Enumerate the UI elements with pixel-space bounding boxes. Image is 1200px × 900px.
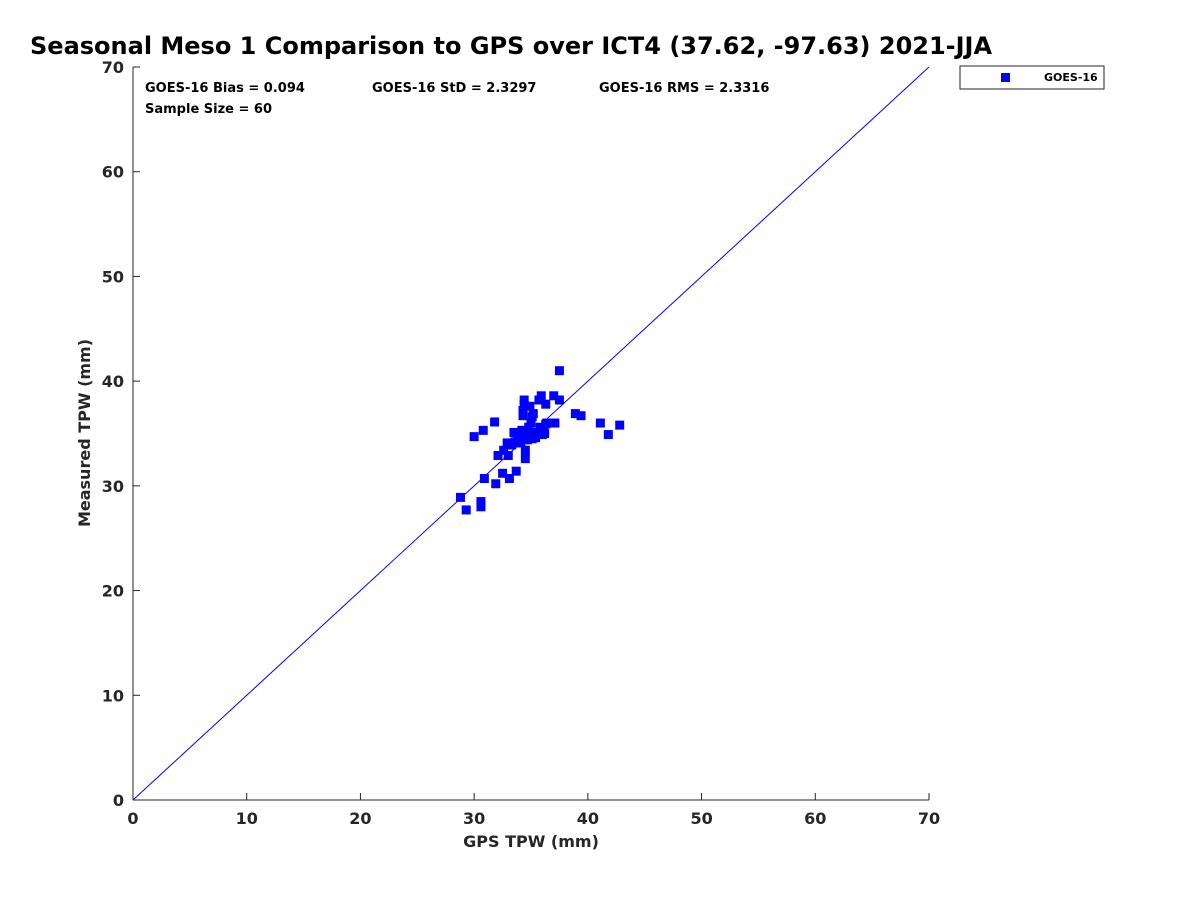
data-point <box>518 405 528 415</box>
sample-size-stat: Sample Size = 60 <box>145 102 272 117</box>
data-point <box>499 445 509 455</box>
data-point <box>576 411 586 421</box>
data-point <box>519 400 529 410</box>
data-point <box>549 391 559 401</box>
legend: GOES-16 <box>959 65 1105 90</box>
data-point <box>455 492 465 502</box>
x-tick-label: 40 <box>577 809 599 828</box>
y-tick-label: 40 <box>102 372 124 391</box>
data-point <box>476 502 486 512</box>
data-point <box>478 425 488 435</box>
data-points <box>455 366 625 515</box>
y-axis-label: Measured TPW (mm) <box>75 339 94 527</box>
data-point <box>528 409 538 419</box>
y-tick-label: 0 <box>113 791 124 810</box>
legend-box <box>959 65 1105 90</box>
data-point <box>479 474 489 484</box>
data-point <box>461 505 471 515</box>
data-point <box>523 435 533 445</box>
x-axis-label: GPS TPW (mm) <box>463 832 599 851</box>
y-tick-label: 60 <box>102 163 124 182</box>
x-tick-label: 10 <box>236 809 258 828</box>
data-point <box>490 417 500 427</box>
data-point <box>504 474 514 484</box>
data-point <box>519 395 529 405</box>
data-point <box>503 450 513 460</box>
y-tick-label: 50 <box>102 267 124 286</box>
std-stat: GOES-16 StD = 2.3297 <box>372 81 536 96</box>
data-point <box>518 411 528 421</box>
data-point <box>520 454 530 464</box>
rms-stat: GOES-16 RMS = 2.3316 <box>599 81 769 96</box>
data-point <box>498 468 508 478</box>
data-point <box>502 438 512 448</box>
data-point <box>525 401 535 411</box>
y-tick-label: 30 <box>102 477 124 496</box>
y-axis-ticks: 0 10 20 30 40 50 60 70 <box>102 58 140 810</box>
data-point <box>521 427 531 437</box>
data-point <box>517 425 527 435</box>
data-point <box>554 366 564 376</box>
legend-label: GOES-16 <box>1044 71 1098 84</box>
y-tick-label: 10 <box>102 686 124 705</box>
data-point <box>595 418 605 428</box>
data-point <box>570 409 580 419</box>
chart-title: Seasonal Meso 1 Comparison to GPS over I… <box>30 32 992 60</box>
x-tick-label: 70 <box>918 809 940 828</box>
data-point <box>516 438 526 448</box>
legend-marker <box>1001 73 1010 82</box>
x-tick-label: 20 <box>349 809 371 828</box>
data-point <box>541 399 551 409</box>
data-point <box>491 479 501 489</box>
data-point <box>542 418 552 428</box>
x-tick-label: 50 <box>690 809 712 828</box>
data-point <box>536 391 546 401</box>
y-tick-label: 20 <box>102 582 124 601</box>
x-axis-ticks: 0 10 20 30 40 50 60 70 <box>127 793 940 828</box>
data-point <box>554 395 564 405</box>
data-point <box>526 418 536 428</box>
data-point <box>550 418 560 428</box>
x-tick-label: 30 <box>463 809 485 828</box>
data-point <box>510 437 520 447</box>
data-point <box>520 445 530 455</box>
data-point <box>532 430 542 440</box>
data-point <box>469 432 479 442</box>
x-tick-label: 0 <box>127 809 138 828</box>
data-point <box>615 420 625 430</box>
data-point <box>509 427 519 437</box>
data-point <box>603 430 613 440</box>
data-point <box>493 450 503 460</box>
x-tick-label: 60 <box>804 809 826 828</box>
data-point <box>476 497 486 507</box>
data-point <box>511 466 521 476</box>
data-point <box>540 429 550 438</box>
y-tick-label: 70 <box>102 58 124 77</box>
bias-stat: GOES-16 Bias = 0.094 <box>145 81 305 96</box>
